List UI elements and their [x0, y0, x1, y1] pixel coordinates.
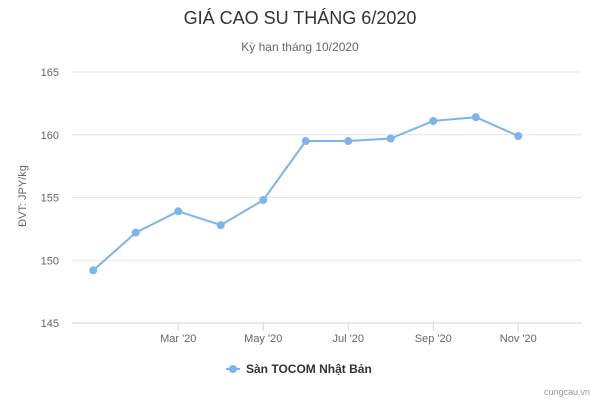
x-tick-label: Jul '20: [333, 333, 364, 345]
legend[interactable]: Sàn TOCOM Nhật Bản: [226, 362, 372, 376]
y-tick-label: 160: [41, 130, 59, 142]
x-tick-label: Mar '20: [160, 333, 196, 345]
data-point[interactable]: [301, 137, 310, 146]
y-tick-label: 155: [41, 193, 59, 205]
credit-text: cungcau.vn: [544, 387, 590, 397]
data-point[interactable]: [514, 132, 523, 141]
y-axis-label: ĐVT: JPY/kg: [17, 165, 29, 227]
data-point[interactable]: [259, 196, 268, 205]
data-point[interactable]: [471, 113, 480, 122]
data-point[interactable]: [344, 137, 353, 146]
chart-subtitle: Kỳ hạn tháng 10/2020: [241, 40, 359, 54]
grid: [72, 71, 582, 261]
chart-title: GIÁ CAO SU THÁNG 6/2020: [184, 8, 417, 28]
x-tick-label: Nov '20: [500, 333, 537, 345]
y-tick-label: 145: [41, 318, 59, 330]
legend-label[interactable]: Sàn TOCOM Nhật Bản: [246, 362, 372, 376]
data-point[interactable]: [89, 266, 98, 275]
series: [89, 113, 523, 275]
data-point[interactable]: [386, 134, 395, 143]
x-tick-label: May '20: [244, 333, 282, 345]
data-point[interactable]: [131, 228, 140, 237]
y-tick-label: 165: [41, 67, 59, 79]
data-point[interactable]: [174, 207, 183, 216]
y-axis-ticks: 145 150 155 160 165: [41, 67, 59, 330]
data-point[interactable]: [429, 116, 438, 125]
y-tick-label: 150: [41, 255, 59, 267]
x-tick-label: Sep '20: [415, 333, 452, 345]
legend-marker: [229, 365, 237, 373]
data-point[interactable]: [216, 221, 225, 230]
x-axis-ticks: Mar '20 May '20 Jul '20 Sep '20 Nov '20: [160, 323, 537, 345]
